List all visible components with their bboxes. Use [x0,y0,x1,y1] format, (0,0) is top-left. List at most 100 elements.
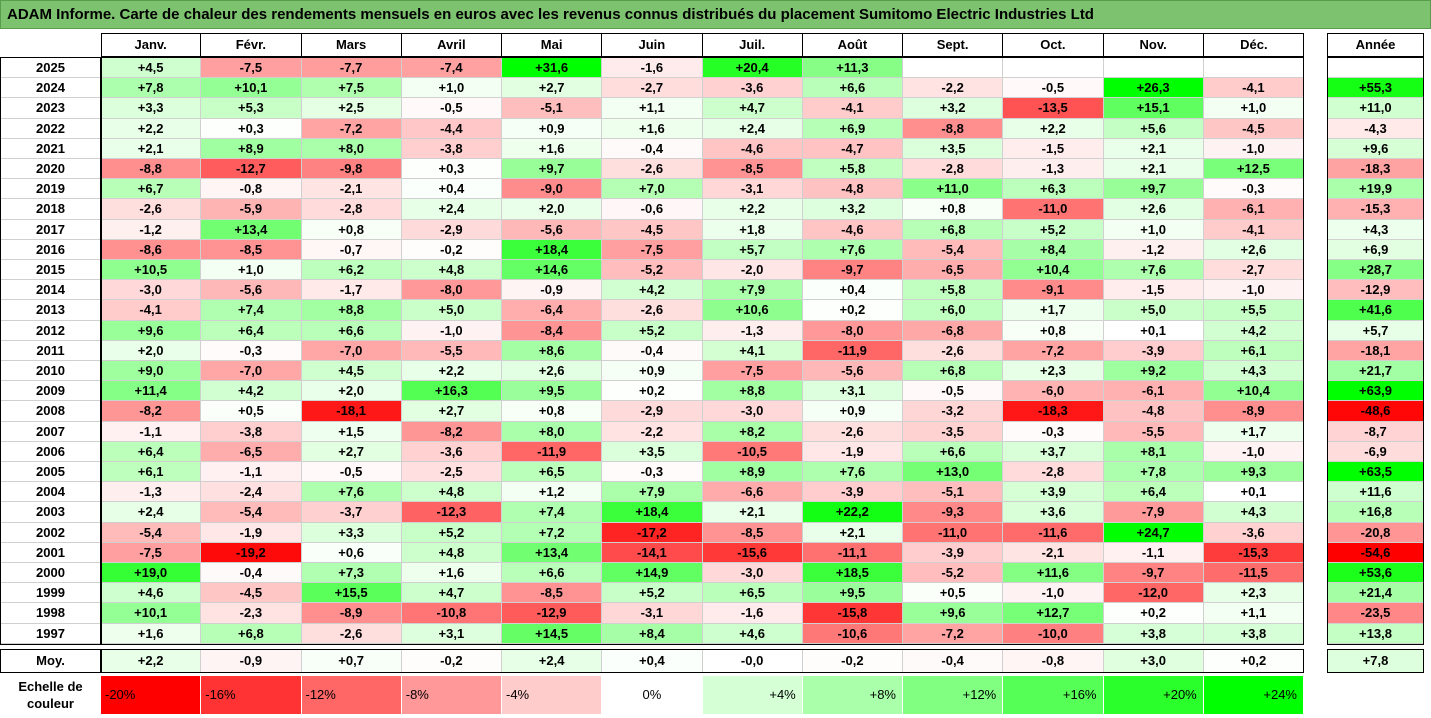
year-label: 1998 [0,603,101,624]
heatmap-cell: -5,4 [903,239,1004,260]
annual-header: Année [1327,33,1424,57]
month-header: Juil. [702,33,803,57]
heatmap-cell: +2,7 [401,401,502,422]
heatmap-cell: -1,3 [702,320,803,341]
heatmap-cell: -8,0 [802,320,903,341]
heatmap-cell: -5,6 [201,280,302,301]
annual-cell: +5,7 [1327,320,1424,341]
heatmap-cell: +3,8 [1103,623,1204,644]
heatmap-cell: -9,7 [1103,563,1204,584]
heatmap-cell: -15,8 [802,603,903,624]
heatmap-cell: -2,1 [301,179,402,200]
heatmap-cell: +3,6 [1003,502,1104,523]
heatmap-cell: -2,7 [1203,260,1304,281]
heatmap-cell: +6,6 [802,78,903,99]
heatmap-cell: -7,0 [301,340,402,361]
heatmap-cell: +2,4 [101,502,202,523]
heatmap-cell: +6,3 [1003,179,1104,200]
heatmap-cell: -5,2 [903,563,1004,584]
heatmap-cell: -10,0 [1003,623,1104,644]
heatmap-cell: -2,4 [201,482,302,503]
heatmap-cell: -0,5 [401,98,502,119]
average-cell: +2,4 [502,648,603,673]
heatmap-cell: +6,4 [1103,482,1204,503]
heatmap-cell: -4,1 [802,98,903,119]
year-label: 2022 [0,118,101,139]
heatmap-cell: +16,3 [401,381,502,402]
heatmap-cell: -1,6 [702,603,803,624]
heatmap-cell: +5,3 [201,98,302,119]
heatmap-cell: -3,1 [702,179,803,200]
heatmap-cell: -7,2 [1003,340,1104,361]
heatmap-cell: +0,2 [1103,603,1204,624]
color-scale-stop: -12% [301,676,402,714]
heatmap-cell: +9,3 [1203,462,1304,483]
heatmap-cell: +7,6 [802,239,903,260]
heatmap-cell: -1,0 [401,320,502,341]
heatmap-cell: +1,1 [602,98,703,119]
year-label: 2004 [0,482,101,503]
heatmap-cell: +10,1 [201,78,302,99]
heatmap-cell: -2,6 [903,340,1004,361]
heatmap-cell: -12,3 [401,502,502,523]
year-label: 2021 [0,138,101,159]
heatmap-cell: -7,2 [301,118,402,139]
heatmap-cell: +2,6 [502,361,603,382]
annual-cell: +41,6 [1327,300,1424,321]
heatmap-cell: +10,6 [702,300,803,321]
year-label: 2014 [0,280,101,301]
heatmap-cell: +3,5 [903,138,1004,159]
heatmap-cell: +0,2 [602,381,703,402]
heatmap-cell: -2,8 [903,159,1004,180]
average-cell: -0,0 [702,648,803,673]
heatmap-cell: +12,7 [1003,603,1104,624]
heatmap-cell: -1,9 [201,522,302,543]
heatmap-cell: +8,6 [502,340,603,361]
heatmap-cell: +9,2 [1103,361,1204,382]
heatmap-cell: -0,3 [1003,421,1104,442]
heatmap-cell: -12,9 [502,603,603,624]
heatmap-cell: -11,6 [1003,522,1104,543]
heatmap-cell: +9,7 [1103,179,1204,200]
heatmap-cell: -8,5 [702,522,803,543]
heatmap-cell: -0,3 [1203,179,1304,200]
heatmap-cell: -9,0 [502,179,603,200]
chart-title: ADAM Informe. Carte de chaleur des rende… [0,0,1431,29]
year-label: 2023 [0,98,101,119]
heatmap-cell: -9,8 [301,159,402,180]
heatmap-cell: -0,2 [401,239,502,260]
heatmap-cell: +2,0 [502,199,603,220]
heatmap-cell: +1,1 [1203,603,1304,624]
heatmap-cell: +22,2 [802,502,903,523]
color-scale-stop: -4% [502,676,603,714]
heatmap-cell [1203,58,1304,79]
heatmap-cell: +13,4 [201,219,302,240]
heatmap-cell: +1,6 [602,118,703,139]
heatmap-cell [1103,58,1204,79]
heatmap-cell: -5,5 [401,340,502,361]
heatmap-cell: -5,1 [502,98,603,119]
heatmap-cell: +18,5 [802,563,903,584]
heatmap-cell: -3,9 [802,482,903,503]
heatmap-cell: -1,3 [101,482,202,503]
heatmap-cell: +6,8 [903,361,1004,382]
heatmap-cell: -1,0 [1203,441,1304,462]
heatmap-cell: +14,6 [502,260,603,281]
heatmap-cell: -4,1 [101,300,202,321]
heatmap-cell: +11,3 [802,58,903,79]
heatmap-cell: +4,5 [301,361,402,382]
heatmap-cell: +5,0 [401,300,502,321]
color-scale-stop: +4% [702,676,803,714]
heatmap-cell: +10,5 [101,260,202,281]
heatmap-cell: -10,5 [702,441,803,462]
heatmap-cell: -0,4 [602,138,703,159]
heatmap-cell: -1,0 [1203,138,1304,159]
year-label: 2000 [0,563,101,584]
heatmap-cell: +15,5 [301,583,402,604]
average-cell: -0,2 [401,648,502,673]
average-cell: -0,2 [802,648,903,673]
month-header: Oct. [1003,33,1104,57]
annual-cell: -8,7 [1327,421,1424,442]
annual-cell: -18,3 [1327,159,1424,180]
